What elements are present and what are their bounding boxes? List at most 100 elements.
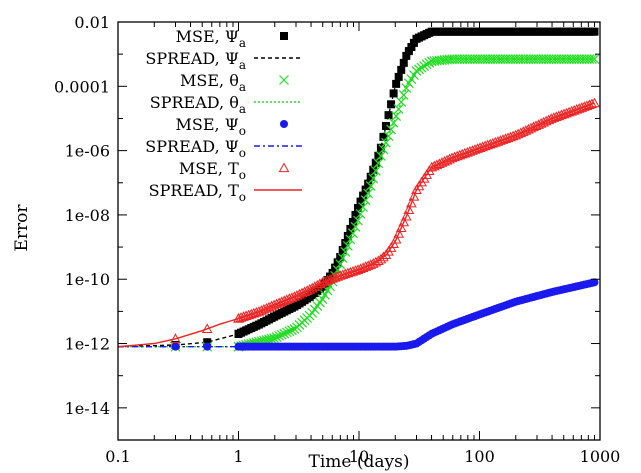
- cross-marker: [411, 66, 422, 76]
- cross-marker: [551, 54, 562, 65]
- legend-entry-3: SPREAD, θa: [150, 93, 302, 116]
- cross-marker: [538, 54, 549, 65]
- square-marker: [590, 27, 599, 36]
- legend-label-subscript: o: [239, 124, 246, 138]
- legend-label: SPREAD, Ψo: [145, 137, 246, 160]
- series-layer: [117, 27, 600, 352]
- triangle-marker: [589, 97, 600, 108]
- square-marker: [384, 111, 393, 120]
- cross-marker: [480, 54, 491, 65]
- legend-label-text: MSE,: [180, 71, 229, 90]
- cross-marker: [566, 54, 577, 65]
- legend-label-text: SPREAD,: [145, 137, 224, 156]
- axes-layer: 0.1 1 10 100 1000 0.01 0.0001 1e-06 1e-08 1e-10 1e…: [54, 13, 620, 466]
- cross-marker: [375, 151, 386, 161]
- cross-marker: [416, 62, 427, 73]
- cross-marker: [414, 64, 424, 75]
- square-marker: [203, 338, 212, 347]
- series-4: [171, 278, 599, 351]
- cross-marker: [454, 54, 465, 65]
- legend-entry-1: SPREAD, Ψa: [145, 49, 302, 72]
- triangle-marker: [278, 162, 290, 173]
- series-line: [118, 281, 595, 348]
- triangle-marker: [306, 282, 318, 293]
- legend-label-subscript: a: [239, 58, 246, 72]
- cross-marker: [508, 54, 519, 65]
- square-marker: [354, 203, 363, 212]
- legend-label-symbol: Ψ: [225, 115, 239, 134]
- triangle-marker: [393, 228, 405, 238]
- triangle-marker: [311, 279, 323, 290]
- triangle-marker: [378, 251, 389, 262]
- y-tick-label: 1e-08: [65, 206, 110, 225]
- legend-entry-6: MSE, To: [179, 159, 290, 182]
- square-marker: [389, 89, 398, 98]
- legend-label-subscript: a: [239, 80, 246, 94]
- cross-marker: [388, 117, 399, 128]
- legend-label-subscript: o: [239, 190, 246, 204]
- triangle-marker: [395, 222, 407, 232]
- triangle-marker: [314, 278, 326, 289]
- legend-label-text: MSE,: [176, 115, 225, 134]
- cross-marker: [353, 215, 363, 226]
- cross-marker: [355, 208, 366, 219]
- triangle-marker: [403, 204, 415, 215]
- cross-marker: [487, 54, 498, 65]
- cross-marker: [279, 75, 289, 85]
- cross-marker: [564, 54, 574, 65]
- legend-label-symbol: T: [228, 181, 239, 200]
- cross-marker: [368, 173, 379, 184]
- triangle-marker: [398, 216, 410, 227]
- cross-marker: [289, 323, 300, 334]
- cross-marker: [584, 54, 595, 65]
- x-tick-label: 0.1: [105, 447, 130, 466]
- square-marker: [409, 38, 418, 47]
- square-marker: [374, 151, 383, 160]
- series-1: [117, 31, 595, 348]
- cross-marker: [571, 54, 582, 65]
- cross-marker: [482, 54, 493, 65]
- cross-marker: [274, 330, 285, 341]
- y-tick-label: 1e-10: [65, 270, 110, 289]
- square-marker: [356, 197, 365, 206]
- cross-marker: [472, 54, 483, 65]
- legend-label: MSE, θa: [180, 71, 246, 94]
- square-marker: [280, 32, 288, 40]
- legend-entry-4: MSE, Ψo: [176, 115, 288, 138]
- legend-label-text: SPREAD,: [150, 93, 229, 112]
- triangle-marker: [380, 249, 392, 259]
- cross-marker: [386, 124, 396, 135]
- series-7: [117, 102, 595, 348]
- circle-marker: [280, 120, 288, 128]
- triangle-marker: [400, 210, 412, 221]
- legend-label: MSE, Ψa: [176, 27, 246, 50]
- cross-marker: [495, 54, 506, 65]
- legend-label-text: SPREAD,: [145, 49, 224, 68]
- cross-marker: [556, 54, 567, 65]
- triangle-marker: [406, 197, 417, 208]
- y-axis-label: Error: [12, 204, 32, 252]
- legend-label-subscript: o: [239, 168, 246, 182]
- cross-marker: [365, 181, 376, 191]
- legend-label-symbol: Ψ: [225, 49, 239, 68]
- y-tick-label: 1e-12: [65, 335, 110, 354]
- cross-marker: [345, 234, 356, 245]
- cross-marker: [536, 54, 547, 65]
- legend-label-text: MSE,: [179, 159, 228, 178]
- legend-label: MSE, Ψo: [176, 115, 246, 138]
- cross-marker: [559, 54, 569, 65]
- cross-marker: [543, 54, 554, 65]
- legend-label-subscript: o: [239, 146, 246, 160]
- legend-label-symbol: Ψ: [225, 137, 239, 156]
- legend-entry-7: SPREAD, To: [149, 181, 302, 204]
- y-tick-label: 0.0001: [54, 77, 110, 96]
- cross-marker: [587, 54, 597, 65]
- x-tick-label: 1: [233, 447, 243, 466]
- cross-marker: [342, 240, 353, 251]
- cross-marker: [523, 54, 534, 65]
- cross-marker: [370, 165, 381, 176]
- series-5: [118, 281, 595, 348]
- series-line: [118, 58, 595, 348]
- legend-entry-5: SPREAD, Ψo: [145, 137, 302, 160]
